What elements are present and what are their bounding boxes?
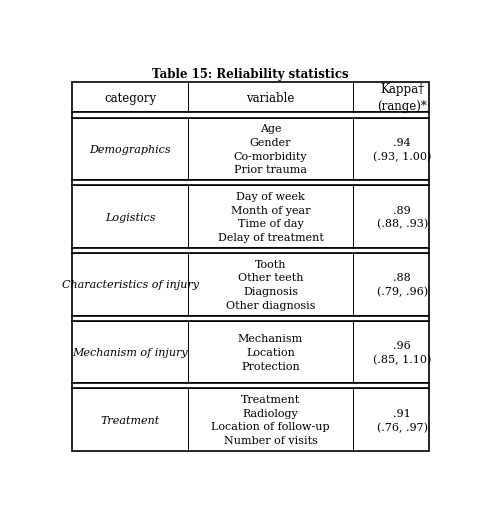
Bar <box>72 119 428 181</box>
Bar <box>72 248 428 253</box>
Text: .88
(.79, .96): .88 (.79, .96) <box>376 273 427 297</box>
Text: Table 15: Reliability statistics: Table 15: Reliability statistics <box>152 68 348 81</box>
Bar <box>72 186 428 248</box>
Text: .96
(.85, 1.10): .96 (.85, 1.10) <box>372 340 430 364</box>
Text: .91
(.76, .97): .91 (.76, .97) <box>376 408 427 432</box>
Text: variable: variable <box>246 92 294 104</box>
Bar <box>72 82 428 113</box>
Text: Mechanism of injury: Mechanism of injury <box>72 347 188 357</box>
Bar <box>72 383 428 389</box>
Bar <box>72 321 428 383</box>
Bar <box>72 389 428 451</box>
Text: .94
(.93, 1.00): .94 (.93, 1.00) <box>372 137 430 161</box>
Text: Treatment: Treatment <box>101 415 160 425</box>
Text: Characteristics of injury: Characteristics of injury <box>61 280 199 290</box>
Text: Day of week
Month of year
Time of day
Delay of treatment: Day of week Month of year Time of day De… <box>217 192 323 242</box>
Text: Tooth
Other teeth
Diagnosis
Other diagnosis: Tooth Other teeth Diagnosis Other diagno… <box>225 260 315 310</box>
Text: category: category <box>104 92 156 104</box>
Text: Demographics: Demographics <box>89 145 171 155</box>
Text: Treatment
Radiology
Location of follow-up
Number of visits: Treatment Radiology Location of follow-u… <box>211 394 329 445</box>
Bar <box>72 253 428 316</box>
Bar <box>72 181 428 186</box>
Text: Logistics: Logistics <box>105 212 155 222</box>
Bar <box>72 316 428 321</box>
Text: Kappa†
(range)*: Kappa† (range)* <box>377 83 426 113</box>
Text: .89
(.88, .93): .89 (.88, .93) <box>376 205 427 229</box>
Text: Age
Gender
Co-morbidity
Prior trauma: Age Gender Co-morbidity Prior trauma <box>233 124 306 175</box>
Text: Mechanism
Location
Protection: Mechanism Location Protection <box>237 334 303 371</box>
Bar <box>72 113 428 119</box>
